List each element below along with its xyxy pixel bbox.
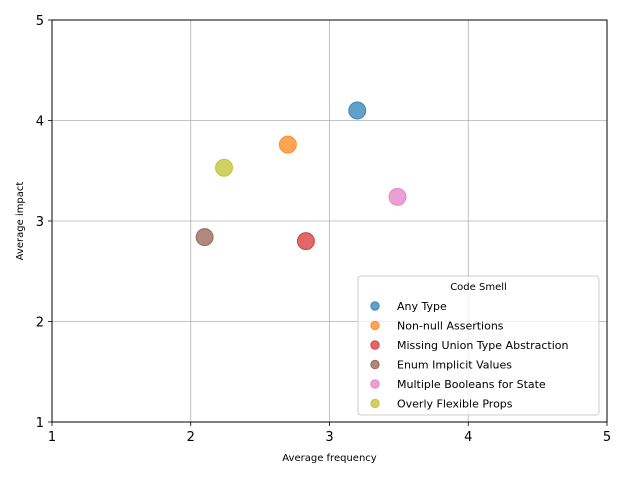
legend-label: Missing Union Type Abstraction [397, 339, 569, 352]
x-tick-label: 2 [187, 430, 195, 445]
legend-marker [370, 320, 380, 331]
x-tick-label: 1 [48, 430, 56, 445]
legend-label: Overly Flexible Props [397, 398, 513, 411]
data-point [348, 101, 367, 120]
x-axis-label: Average frequency [282, 453, 376, 464]
data-point [388, 187, 407, 206]
legend-title: Code Smell [450, 282, 507, 293]
legend-marker [370, 301, 380, 311]
legend-marker [370, 340, 380, 350]
legend-box [357, 275, 600, 416]
legend-marker [370, 379, 380, 389]
legend-marker [370, 359, 380, 370]
data-point [195, 228, 214, 247]
axis-ticks: 1 2 3 4 5 1 2 3 4 5 [36, 14, 611, 445]
legend-label: Non-null Assertions [397, 320, 504, 333]
y-tick-label: 2 [36, 316, 44, 331]
data-points [195, 101, 407, 251]
y-tick-label: 5 [36, 14, 44, 29]
x-tick-label: 4 [464, 430, 472, 445]
y-tick-label: 3 [36, 215, 44, 230]
legend: Code Smell Any Type Non-null Assertions Mi… [357, 275, 600, 416]
legend-label: Any Type [397, 300, 447, 313]
data-point [278, 135, 297, 154]
legend-items: Any Type Non-null Assertions Missing Union… [370, 300, 569, 411]
x-tick-label: 3 [325, 430, 333, 445]
y-tick-label: 1 [36, 416, 44, 431]
y-axis-label: Average impact [15, 182, 26, 261]
data-point [215, 158, 234, 177]
data-point [296, 232, 315, 251]
x-tick-label: 5 [603, 430, 611, 445]
legend-marker [370, 398, 380, 409]
legend-label: Multiple Booleans for State [397, 378, 546, 391]
legend-label: Enum Implicit Values [397, 359, 512, 372]
y-tick-label: 4 [36, 115, 44, 130]
